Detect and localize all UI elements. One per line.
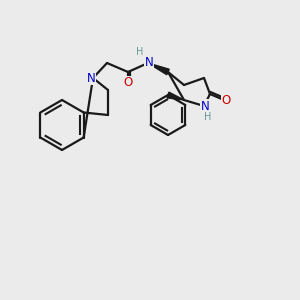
Polygon shape	[167, 92, 184, 100]
Text: N: N	[201, 100, 209, 112]
Text: N: N	[145, 56, 153, 70]
Polygon shape	[148, 63, 169, 75]
Text: H: H	[136, 47, 144, 57]
Text: O: O	[123, 76, 133, 89]
Text: H: H	[204, 112, 212, 122]
Text: N: N	[87, 71, 95, 85]
Text: O: O	[221, 94, 231, 106]
